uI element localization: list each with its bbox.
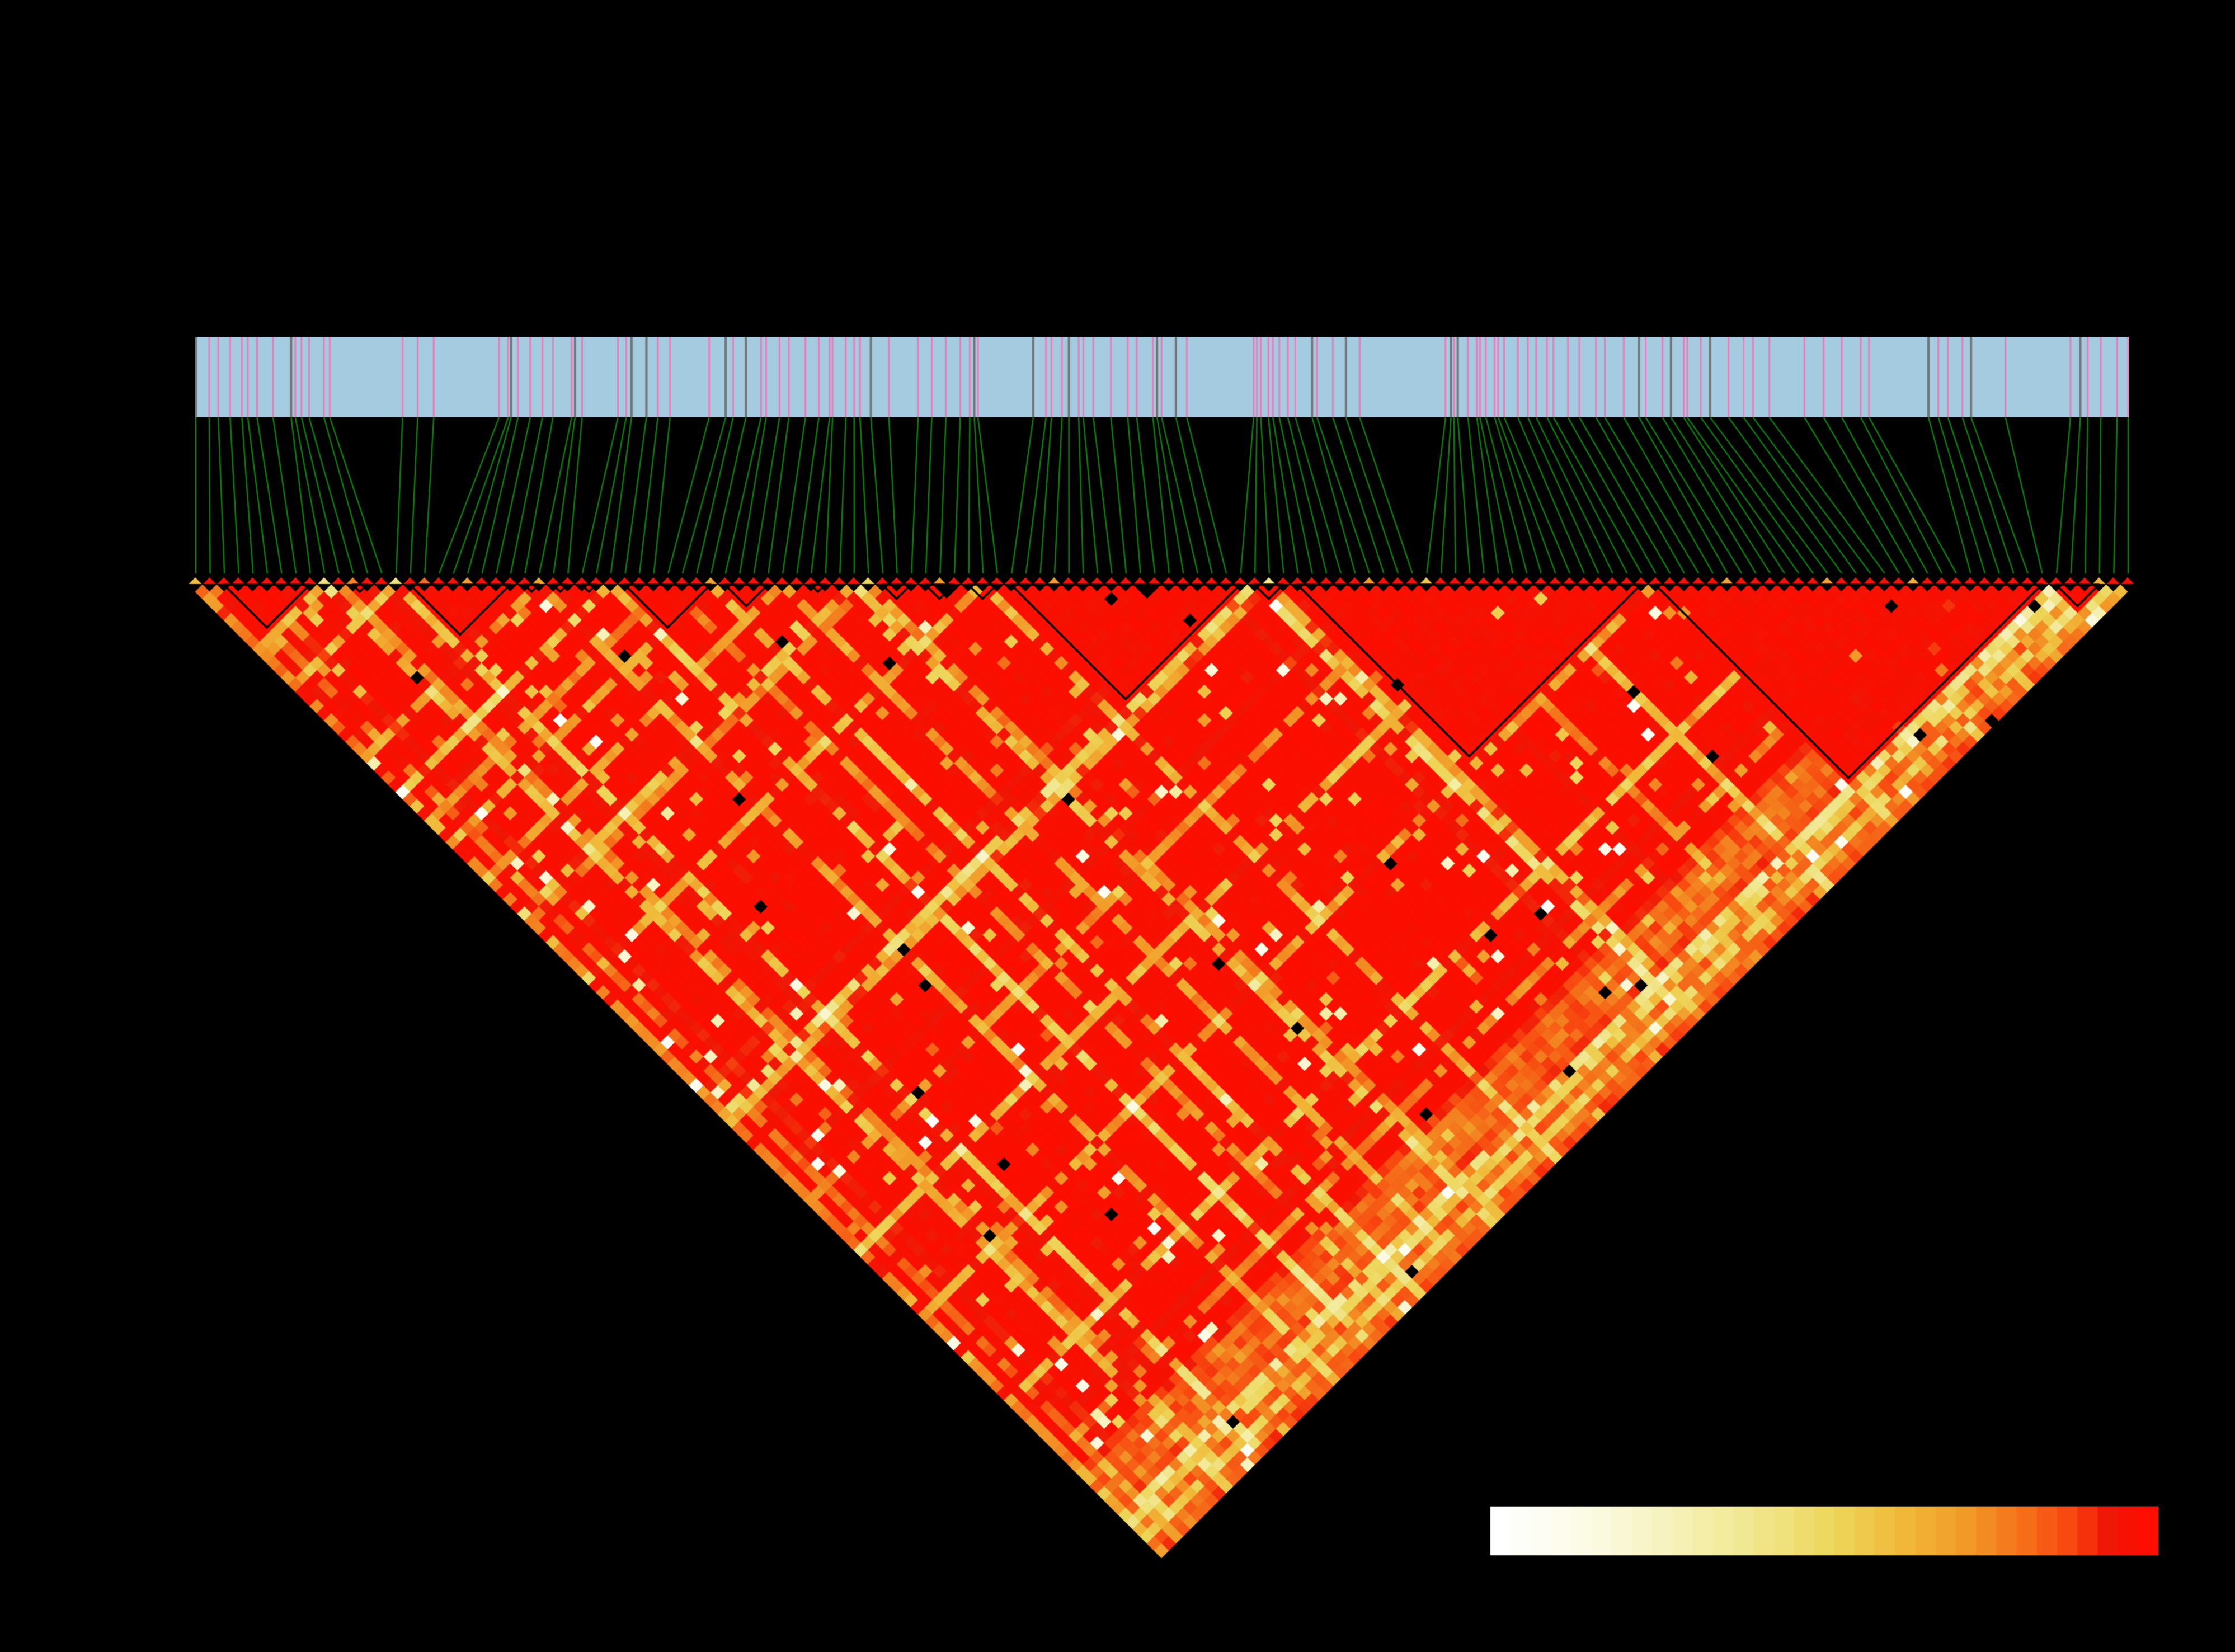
ld-heatmap-triangle [185,575,2139,1564]
marker-connector-fan [195,417,2129,573]
ld-color-scale [1490,1506,2159,1556]
chromosome-marker-track [195,337,2129,417]
